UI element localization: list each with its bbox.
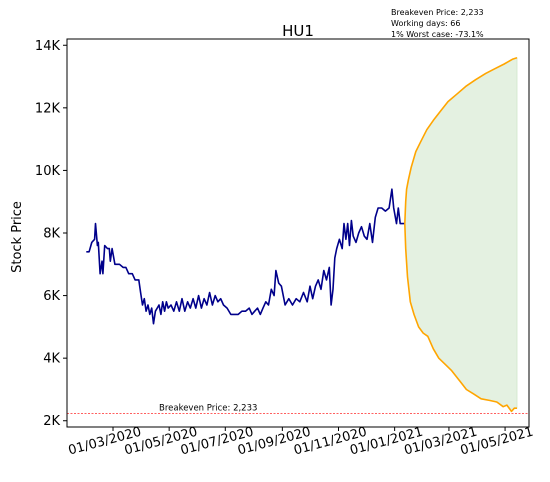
chart-title: HU1 <box>282 22 314 40</box>
projection-range-fill <box>404 57 518 413</box>
y-tick-label: 14K <box>35 39 61 54</box>
y-tick-label: 6K <box>43 289 60 304</box>
projection-range-area <box>404 57 518 413</box>
series-line-history <box>86 188 405 325</box>
series-line-projection-lower <box>404 223 517 413</box>
series-lines <box>86 57 518 413</box>
y-tick-label: 8K <box>43 227 60 242</box>
x-axis: 01/03/202001/05/202001/07/202001/09/2020… <box>67 425 535 459</box>
y-tick-label: 12K <box>35 101 61 116</box>
y-tick-label: 2K <box>43 414 60 429</box>
series-line-projection-upper <box>404 57 518 224</box>
annotation-working-days: Working days: 66 <box>391 19 461 28</box>
breakeven-label: Breakeven Price: 2,233 <box>159 403 257 413</box>
y-axis: 2K 4K 6K 8K 10K 12K 14K <box>35 39 67 429</box>
y-tick-label: 4K <box>43 352 60 367</box>
y-axis-title: Stock Price <box>10 201 25 273</box>
annotation-breakeven: Breakeven Price: 2,233 <box>391 8 484 17</box>
annotation-worst-case: 1% Worst case: -73.1% <box>391 30 484 39</box>
breakeven-line: Breakeven Price: 2,233 <box>67 403 529 414</box>
y-tick-label: 10K <box>35 164 61 179</box>
